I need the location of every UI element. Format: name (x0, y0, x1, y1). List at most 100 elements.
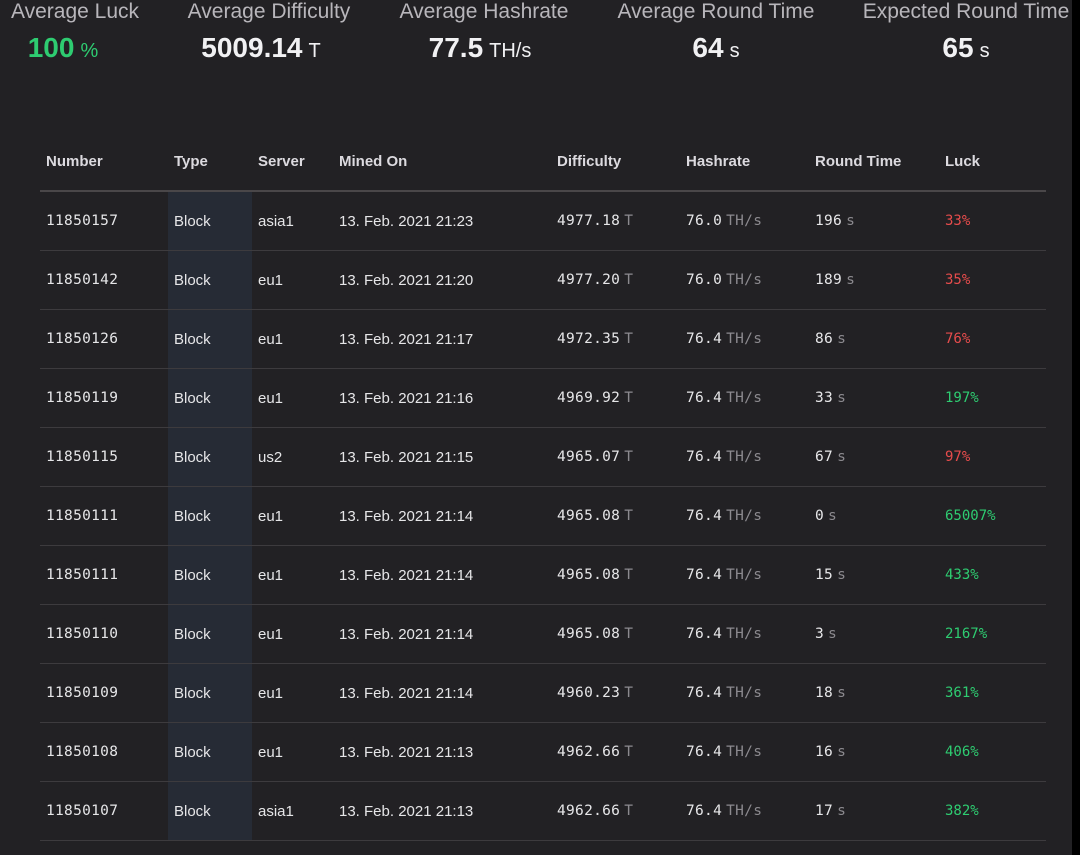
block-mined-on: 13. Feb. 2021 21:14 (333, 545, 551, 605)
block-number[interactable]: 11850126 (40, 309, 168, 369)
block-number[interactable]: 11850119 (40, 368, 168, 428)
hashrate-value: 76.4 (686, 390, 723, 406)
table-row[interactable]: 11850126 Block eu1 13. Feb. 2021 21:17 4972.… (40, 309, 1046, 369)
block-mined-on: 13. Feb. 2021 21:20 (333, 250, 551, 310)
block-difficulty: 4965.08 T (551, 604, 680, 664)
hashrate-value: 76.4 (686, 508, 723, 524)
block-server: eu1 (252, 309, 333, 369)
column-header-number[interactable]: Number (40, 132, 168, 192)
block-server: eu1 (252, 663, 333, 723)
block-number[interactable]: 11850109 (40, 663, 168, 723)
difficulty-unit: T (624, 567, 634, 583)
table-row[interactable]: 11850110 Block eu1 13. Feb. 2021 21:14 4965.… (40, 604, 1046, 664)
block-hashrate: 76.4 TH/s (680, 663, 809, 723)
round-time-unit: s (837, 567, 847, 583)
round-time-unit: s (837, 390, 847, 406)
table-row[interactable]: 11850107 Block asia1 13. Feb. 2021 21:13 496… (40, 781, 1046, 841)
block-type: Block (168, 309, 252, 369)
stat-average-difficulty: Average Difficulty 5009.14 T (184, 0, 354, 65)
block-hashrate: 76.0 TH/s (680, 250, 809, 310)
difficulty-unit: T (624, 803, 634, 819)
round-time-unit: s (846, 272, 856, 288)
column-header-type[interactable]: Type (168, 132, 252, 192)
difficulty-unit: T (624, 390, 634, 406)
hashrate-unit: TH/s (726, 685, 763, 701)
difficulty-value: 4960.23 (557, 685, 621, 701)
stat-value: 65 (942, 32, 974, 63)
difficulty-unit: T (624, 272, 634, 288)
round-time-unit: s (846, 213, 856, 229)
hashrate-unit: TH/s (726, 508, 763, 524)
round-time-value: 86 (815, 331, 834, 347)
table-row[interactable]: 11850109 Block eu1 13. Feb. 2021 21:14 4960.… (40, 663, 1046, 723)
block-number[interactable]: 11850110 (40, 604, 168, 664)
block-number[interactable]: 11850111 (40, 486, 168, 546)
block-hashrate: 76.4 TH/s (680, 486, 809, 546)
block-number[interactable]: 11850107 (40, 781, 168, 841)
block-number[interactable]: 11850142 (40, 250, 168, 310)
table-row[interactable]: 11850115 Block us2 13. Feb. 2021 21:15 4965.… (40, 427, 1046, 487)
block-mined-on: 13. Feb. 2021 21:15 (333, 427, 551, 487)
hashrate-unit: TH/s (726, 272, 763, 288)
block-round-time: 17 s (809, 781, 939, 841)
round-time-value: 189 (815, 272, 843, 288)
hashrate-unit: TH/s (726, 331, 763, 347)
round-time-unit: s (837, 685, 847, 701)
hashrate-value: 76.0 (686, 272, 723, 288)
block-luck: 382% (939, 781, 1046, 841)
block-server: asia1 (252, 191, 333, 251)
block-luck: 76% (939, 309, 1046, 369)
difficulty-value: 4965.08 (557, 508, 621, 524)
block-round-time: 196 s (809, 191, 939, 251)
column-header-hashrate[interactable]: Hashrate (680, 132, 809, 192)
block-server: eu1 (252, 604, 333, 664)
block-mined-on: 13. Feb. 2021 21:23 (333, 191, 551, 251)
difficulty-value: 4965.08 (557, 567, 621, 583)
block-difficulty: 4962.66 T (551, 781, 680, 841)
block-mined-on: 13. Feb. 2021 21:14 (333, 486, 551, 546)
table-row[interactable]: 11850111 Block eu1 13. Feb. 2021 21:14 4965.… (40, 486, 1046, 546)
block-number[interactable]: 11850108 (40, 722, 168, 782)
stat-value: 64 (692, 32, 724, 63)
table-row[interactable]: 11850157 Block asia1 13. Feb. 2021 21:23 497… (40, 191, 1046, 251)
table-row[interactable]: 11850142 Block eu1 13. Feb. 2021 21:20 4977.… (40, 250, 1046, 310)
difficulty-value: 4965.07 (557, 449, 621, 465)
block-number[interactable]: 11850111 (40, 545, 168, 605)
column-header-mined-on[interactable]: Mined On (333, 132, 551, 192)
hashrate-value: 76.4 (686, 685, 723, 701)
block-round-time: 15 s (809, 545, 939, 605)
round-time-unit: s (837, 331, 847, 347)
round-time-value: 33 (815, 390, 834, 406)
block-round-time: 86 s (809, 309, 939, 369)
block-number[interactable]: 11850157 (40, 191, 168, 251)
column-header-difficulty[interactable]: Difficulty (551, 132, 680, 192)
column-header-server[interactable]: Server (252, 132, 333, 192)
block-difficulty: 4977.18 T (551, 191, 680, 251)
difficulty-unit: T (624, 508, 634, 524)
block-luck: 65007% (939, 486, 1046, 546)
difficulty-value: 4977.20 (557, 272, 621, 288)
round-time-value: 16 (815, 744, 834, 760)
hashrate-value: 76.4 (686, 449, 723, 465)
round-time-unit: s (828, 626, 838, 642)
table-header-row: Number Type Server Mined On Difficulty H… (40, 132, 1046, 192)
block-number[interactable]: 11850115 (40, 427, 168, 487)
block-difficulty: 4969.92 T (551, 368, 680, 428)
table-row[interactable]: 11850119 Block eu1 13. Feb. 2021 21:16 4969.… (40, 368, 1046, 428)
block-difficulty: 4960.23 T (551, 663, 680, 723)
column-header-round-time[interactable]: Round Time (809, 132, 939, 192)
block-difficulty: 4965.07 T (551, 427, 680, 487)
block-round-time: 18 s (809, 663, 939, 723)
block-difficulty: 4977.20 T (551, 250, 680, 310)
column-header-luck[interactable]: Luck (939, 132, 1046, 192)
table-row[interactable]: 11850108 Block eu1 13. Feb. 2021 21:13 4962.… (40, 722, 1046, 782)
block-difficulty: 4965.08 T (551, 486, 680, 546)
stat-unit: s (979, 40, 990, 62)
table-row[interactable]: 11850111 Block eu1 13. Feb. 2021 21:14 4965.… (40, 545, 1046, 605)
difficulty-unit: T (624, 626, 634, 642)
hashrate-unit: TH/s (726, 449, 763, 465)
block-round-time: 33 s (809, 368, 939, 428)
block-luck: 433% (939, 545, 1046, 605)
block-type: Block (168, 427, 252, 487)
